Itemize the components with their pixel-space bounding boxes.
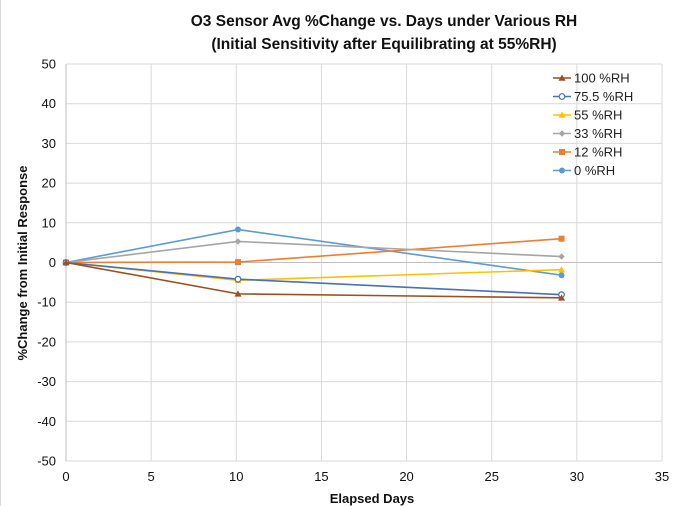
y-tick-label: -40 xyxy=(37,414,56,429)
data-point-marker xyxy=(62,259,70,266)
legend-label: 0 %RH xyxy=(574,163,615,178)
series-line xyxy=(65,261,562,299)
data-point-marker xyxy=(558,294,566,301)
series-100-rh xyxy=(62,259,566,301)
y-tick-label: 50 xyxy=(42,57,56,72)
legend-label: 12 %RH xyxy=(574,145,622,160)
legend-item: 100 %RH xyxy=(553,71,630,86)
legend-label: 75.5 %RH xyxy=(574,89,633,104)
y-tick-label: 20 xyxy=(42,176,56,191)
data-point-marker xyxy=(558,74,566,81)
data-point-marker xyxy=(234,290,242,297)
data-point-marker xyxy=(558,266,566,273)
data-point-marker xyxy=(558,111,566,118)
y-tick-label: -20 xyxy=(37,334,56,349)
data-point-marker xyxy=(234,259,241,266)
y-axis-label: %Change from Initial Response xyxy=(15,165,30,360)
y-tick-label: 0 xyxy=(49,255,56,270)
x-tick-label: 0 xyxy=(62,469,69,484)
data-point-marker xyxy=(234,238,242,245)
y-tick-label: 40 xyxy=(42,96,56,111)
data-point-marker xyxy=(559,149,565,155)
legend-label: 33 %RH xyxy=(574,126,622,141)
y-tick-label: -10 xyxy=(37,295,56,310)
chart-subtitle: (Initial Sensitivity after Equilibrating… xyxy=(211,36,556,53)
x-tick-label: 15 xyxy=(314,469,328,484)
x-axis-label: Elapsed Days xyxy=(330,491,415,506)
series-line xyxy=(65,237,562,264)
data-point-marker xyxy=(234,275,242,283)
chart-title: O3 Sensor Avg %Change vs. Days under Var… xyxy=(191,13,577,30)
y-tick-label: 10 xyxy=(42,215,56,230)
data-point-marker xyxy=(234,226,241,233)
legend-item: 75.5 %RH xyxy=(553,89,633,104)
legend: 100 %RH 75.5 %RH 55 %RH 33 %RH 12 %RH 0 %RH xyxy=(553,71,633,178)
data-point-marker xyxy=(558,130,566,137)
series xyxy=(62,226,566,301)
data-point-marker xyxy=(558,253,565,260)
x-tick-label: 20 xyxy=(399,469,413,484)
legend-label: 55 %RH xyxy=(574,108,622,123)
x-tick-label: 10 xyxy=(229,469,243,484)
x-tick-label: 35 xyxy=(655,469,669,484)
data-point-marker xyxy=(558,235,565,242)
y-tick-label: -50 xyxy=(37,454,56,469)
y-tick-label: 30 xyxy=(42,136,56,151)
legend-label: 100 %RH xyxy=(574,71,630,86)
x-tick-label: 5 xyxy=(148,469,155,484)
data-point-marker xyxy=(558,272,565,279)
legend-item: 0 %RH xyxy=(553,163,615,178)
tick-labels: 50 40 30 20 10 0 -10 -20 -30 -40 -50 0 5 10 15 20 25 30 35 xyxy=(37,57,669,485)
legend-item: 12 %RH xyxy=(553,145,622,160)
data-point-marker xyxy=(559,167,565,174)
y-tick-label: -30 xyxy=(37,374,56,389)
x-tick-label: 25 xyxy=(484,469,498,484)
data-point-marker xyxy=(558,93,566,100)
legend-item: 33 %RH xyxy=(553,126,622,141)
legend-item: 55 %RH xyxy=(553,108,622,123)
x-tick-label: 30 xyxy=(570,469,584,484)
